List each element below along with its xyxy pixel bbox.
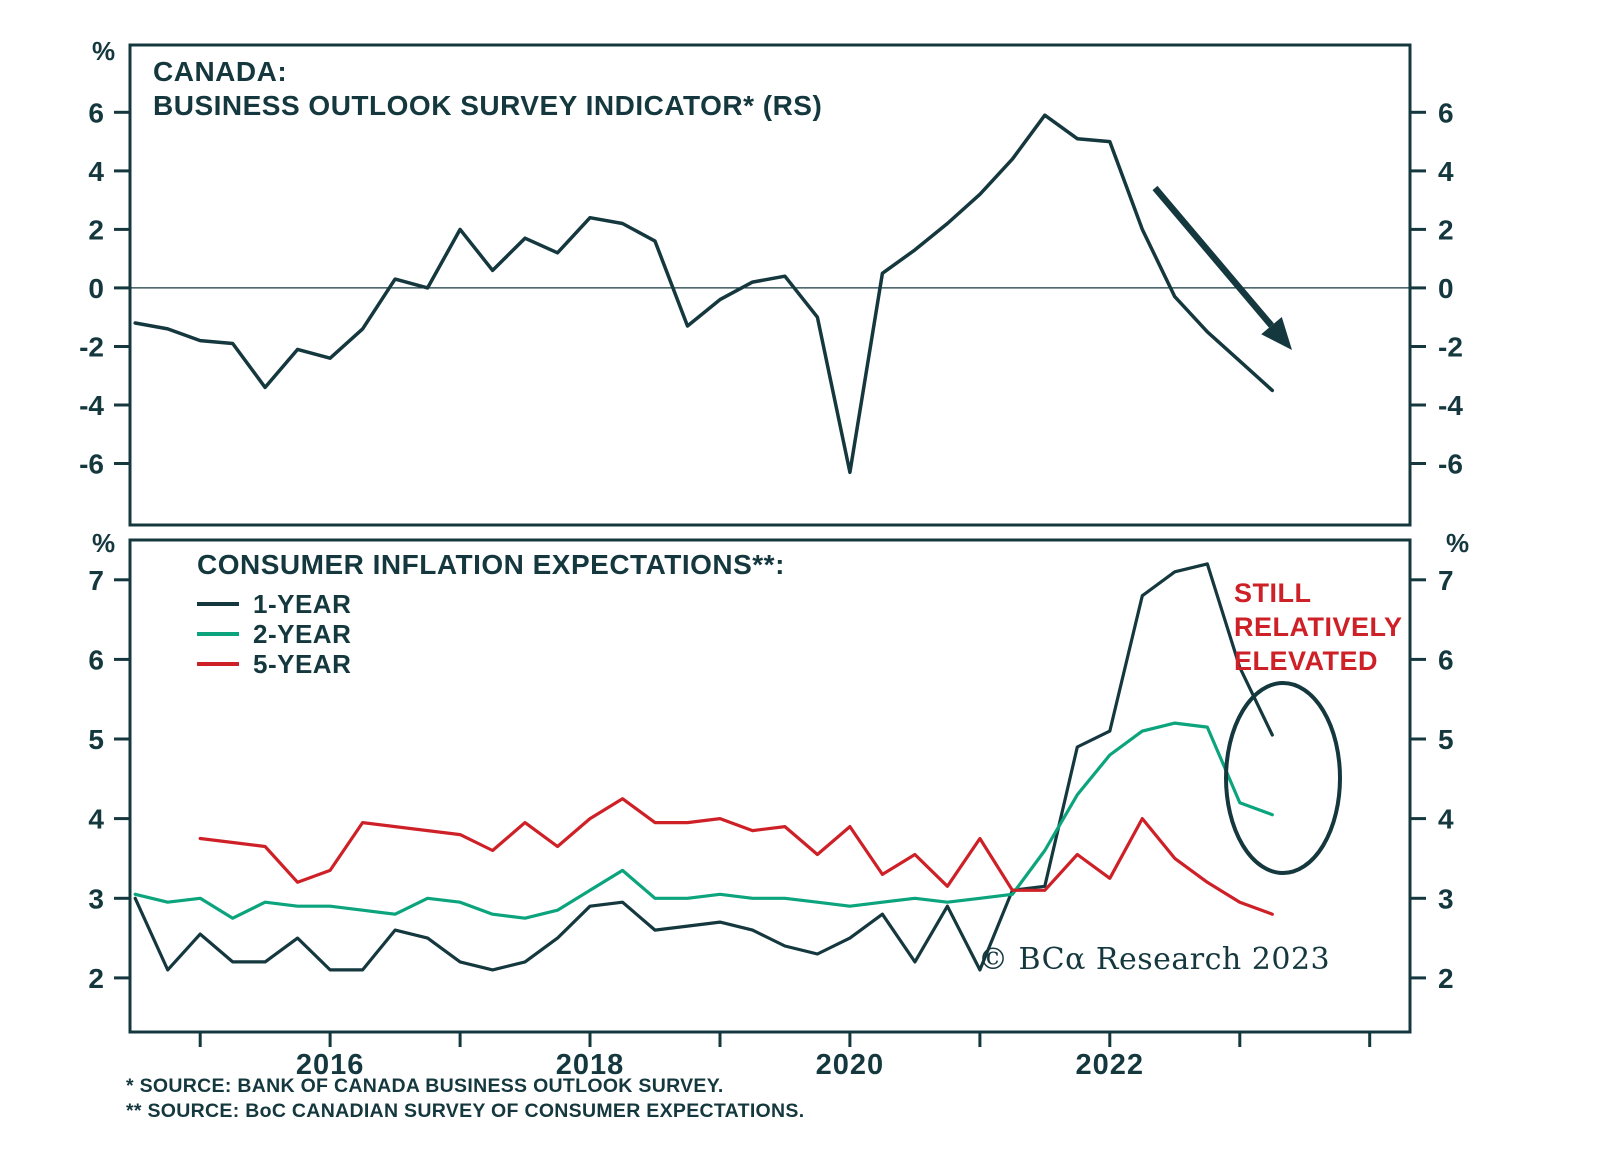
bottom-chart-legend: CONSUMER INFLATION EXPECTATIONS**: 1-YEA… [197,549,785,679]
y-tick-label-left: 2 [88,214,104,245]
y-tick-label-left: 0 [88,273,104,304]
legend-swatch-1-year [197,602,239,606]
y-tick-label-left: 5 [88,724,104,755]
y-tick-label-right: -6 [1438,449,1463,480]
panel-frame [128,538,1412,1034]
y-tick-label-right: 3 [1438,883,1454,914]
legend-label-5-year: 5-YEAR [253,648,352,679]
y-tick-label-right: 0 [1438,273,1454,304]
y-tick-label-left: -4 [79,390,104,421]
y-tick-label-right: -2 [1438,332,1463,363]
still-relatively-elevated-annotation: STILL RELATIVELY ELEVATED [1234,578,1403,676]
y-tick-label-right: 6 [1438,97,1454,128]
series-5-year [198,797,1274,916]
source-footnote-2: ** SOURCE: BoC CANADIAN SURVEY OF CONSUM… [126,1100,805,1122]
legend-swatch-5-year [197,662,239,666]
x-tick-label: 2022 [1076,1049,1145,1081]
y-tick-label-right: 5 [1438,724,1454,755]
y-tick-label-left: 4 [88,156,104,187]
top-chart-title: CANADA: BUSINESS OUTLOOK SURVEY INDICATO… [153,55,822,123]
top-chart-panel: 6 6 4 4 2 2 0 0 -2 -2 -4 -4 -6 -6 [79,43,1463,527]
y-tick-label-right: 2 [1438,214,1454,245]
y-tick-label-left: -6 [79,449,104,480]
bottom-axis-unit-label-left: % [92,528,116,558]
series-2-year [133,721,1274,920]
x-tick-label: 2016 [296,1049,365,1081]
y-tick-label-left: 6 [88,644,104,675]
bottom-chart-panel: 7 7 6 6 5 5 4 4 3 3 2 2 2016 2018 2020 2022 [88,538,1454,1081]
y-tick-label-right: 2 [1438,963,1454,994]
legend-item-1-year: 1-YEAR [197,589,785,619]
x-tick-label: 2018 [556,1049,625,1081]
y-tick-label-right: 7 [1438,565,1454,596]
y-tick-label-right: 4 [1438,156,1454,187]
legend-label-2-year: 2-YEAR [253,618,352,649]
y-tick-label-left: -2 [79,332,104,363]
y-tick-label-left: 7 [88,565,104,596]
y-tick-label-left: 6 [88,97,104,128]
y-tick-label-left: 2 [88,963,104,994]
legend-item-5-year: 5-YEAR [197,649,785,679]
top-chart-title-line2: BUSINESS OUTLOOK SURVEY INDICATOR* (RS) [153,90,823,121]
x-tick-label: 2020 [816,1049,885,1081]
series-1-year [133,562,1274,972]
legend-swatch-2-year [197,632,239,636]
top-chart-title-line1: CANADA: [153,56,288,87]
top-axis-unit-label: % [92,36,116,66]
bottom-axis-unit-label-right: % [1446,528,1470,558]
y-tick-label-right: -4 [1438,390,1463,421]
panel-frame [128,43,1412,527]
legend-item-2-year: 2-YEAR [197,619,785,649]
series-business-outlook-survey-indicator [133,113,1275,475]
source-footnote-1: * SOURCE: BANK OF CANADA BUSINESS OUTLOO… [126,1075,724,1097]
bca-research-copyright: © BCα Research 2023 [978,942,1331,977]
y-tick-label-right: 4 [1438,804,1454,835]
source-footnotes: * SOURCE: BANK OF CANADA BUSINESS OUTLOO… [126,1074,804,1124]
y-tick-label-left: 4 [88,804,104,835]
y-tick-label-right: 6 [1438,644,1454,675]
legend-label-1-year: 1-YEAR [253,588,352,619]
bottom-chart-title: CONSUMER INFLATION EXPECTATIONS**: [197,549,785,580]
y-tick-label-left: 3 [88,883,104,914]
